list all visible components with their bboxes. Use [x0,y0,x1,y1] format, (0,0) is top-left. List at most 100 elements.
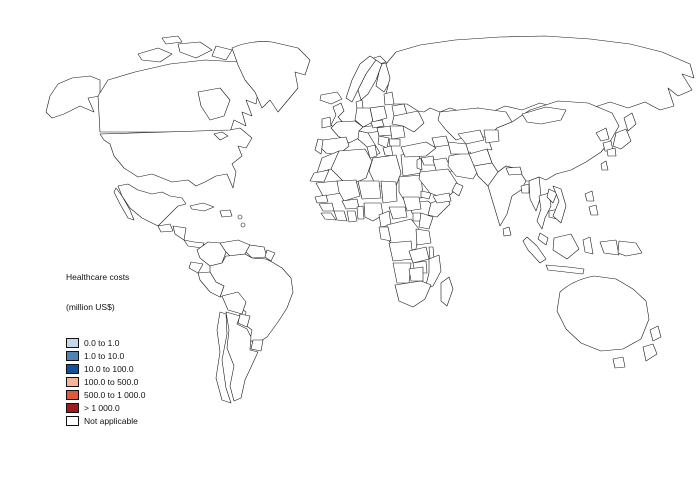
region-honduras-nicaragua [172,225,187,241]
region-canada-arctic-3 [211,45,233,61]
region-argentina [225,311,259,402]
region-canada-arctic-1 [137,47,173,63]
region-chad [380,180,398,204]
region-serbia-balkans [377,135,390,149]
region-uruguay [250,339,264,352]
region-ecuador [188,261,204,274]
region-java [545,264,585,275]
region-canada-arctic-4 [161,35,183,45]
region-malaysia [537,232,549,246]
region-papua-new-guinea [617,240,643,257]
map-regions [45,35,695,404]
region-mongolia [521,106,567,125]
region-sri-lanka [502,226,512,237]
region-yemen [432,192,452,204]
region-gabon-congo [378,226,392,242]
region-mali [336,179,361,202]
region-madagascar [440,276,454,307]
region-japan-honshu [612,128,632,150]
region-french-guiana [264,249,276,262]
region-usa [99,127,253,189]
region-israel-jordan [416,157,423,171]
legend-swatch-over-1000 [66,402,79,413]
region-guinea [318,202,335,212]
region-west-papua [599,239,620,256]
region-hispaniola [219,209,233,218]
region-nz-south [642,343,658,362]
region-central-african-republic [388,206,408,220]
region-niger [357,180,382,200]
region-germany [354,107,374,128]
region-laos [546,188,558,204]
region-denmark [355,99,364,110]
legend-label: 100.0 to 500.0 [84,376,139,387]
region-baltics [383,91,395,106]
legend-rows: 0.0 to 1.0 1.0 to 10.0 10.0 to 100.0 100… [66,336,145,427]
region-hungary-slovakia [376,125,393,137]
region-alaska [45,75,101,119]
region-canada-arctic-2 [177,41,213,59]
region-kyrgyz-tajik [483,129,500,144]
region-namibia [392,262,412,284]
legend-title: Healthcare costs (million US$) [66,252,145,332]
region-canada [97,59,259,133]
region-peru [197,271,225,298]
region-greenland [231,41,311,113]
region-oman [451,182,464,197]
legend-swatch-100-500 [66,376,79,387]
region-greece [382,145,394,157]
legend-row: 1.0 to 10.0 [66,349,145,362]
legend-title-line1: Healthcare costs [66,272,130,282]
legend-label: 500.0 to 1 000.0 [84,389,146,400]
region-algeria [330,148,373,187]
region-caribbean-2 [240,222,246,228]
region-togo-benin [356,205,365,220]
region-australia [556,275,650,352]
region-caribbean-1 [237,214,243,220]
region-india [487,165,527,227]
legend-label: 0.0 to 1.0 [84,337,120,348]
region-ukraine [391,110,425,133]
region-bangladesh [520,183,530,194]
region-philippines-mindanao [588,204,599,216]
region-iceland [319,91,343,105]
region-nepal [505,166,523,176]
region-japan-hokkaido [623,112,637,132]
region-north-korea [595,127,610,142]
region-nigeria [363,202,384,222]
region-borneo [552,233,580,260]
legend-swatch-500-1000 [66,389,79,400]
map-legend: Healthcare costs (million US$) 0.0 to 1.… [66,252,145,427]
legend-row: 10.0 to 100.0 [66,362,145,375]
legend-row: 0.0 to 1.0 [66,336,145,349]
region-tasmania [612,356,626,369]
region-senegal [314,194,329,204]
region-sumatra [522,236,547,264]
region-mexico [117,183,187,227]
region-south-africa [394,280,432,308]
region-bolivia [221,291,247,315]
region-philippines-luzon [584,190,595,202]
region-japan-kyushu [606,147,617,157]
region-ivory-coast [333,210,348,222]
region-chile [215,311,232,404]
region-guyana-suriname [245,244,268,259]
region-eritrea [420,190,432,200]
hudson-bay [197,87,231,121]
region-czech [370,119,385,129]
region-w-sahara [309,169,330,183]
legend-label: > 1 000.0 [84,402,120,413]
region-cuba [189,202,215,212]
region-portugal [314,138,324,155]
region-russia [385,35,695,113]
region-taiwan [600,160,609,171]
region-caucasus [431,135,450,148]
legend-swatch-not-applicable [66,415,79,426]
region-sierra-liberia [320,212,337,221]
region-sulawesi [582,236,594,255]
region-baja [113,187,135,221]
legend-row: 500.0 to 1 000.0 [66,388,145,401]
legend-title-line2: (million US$) [66,302,115,312]
region-bulgaria [388,138,401,147]
